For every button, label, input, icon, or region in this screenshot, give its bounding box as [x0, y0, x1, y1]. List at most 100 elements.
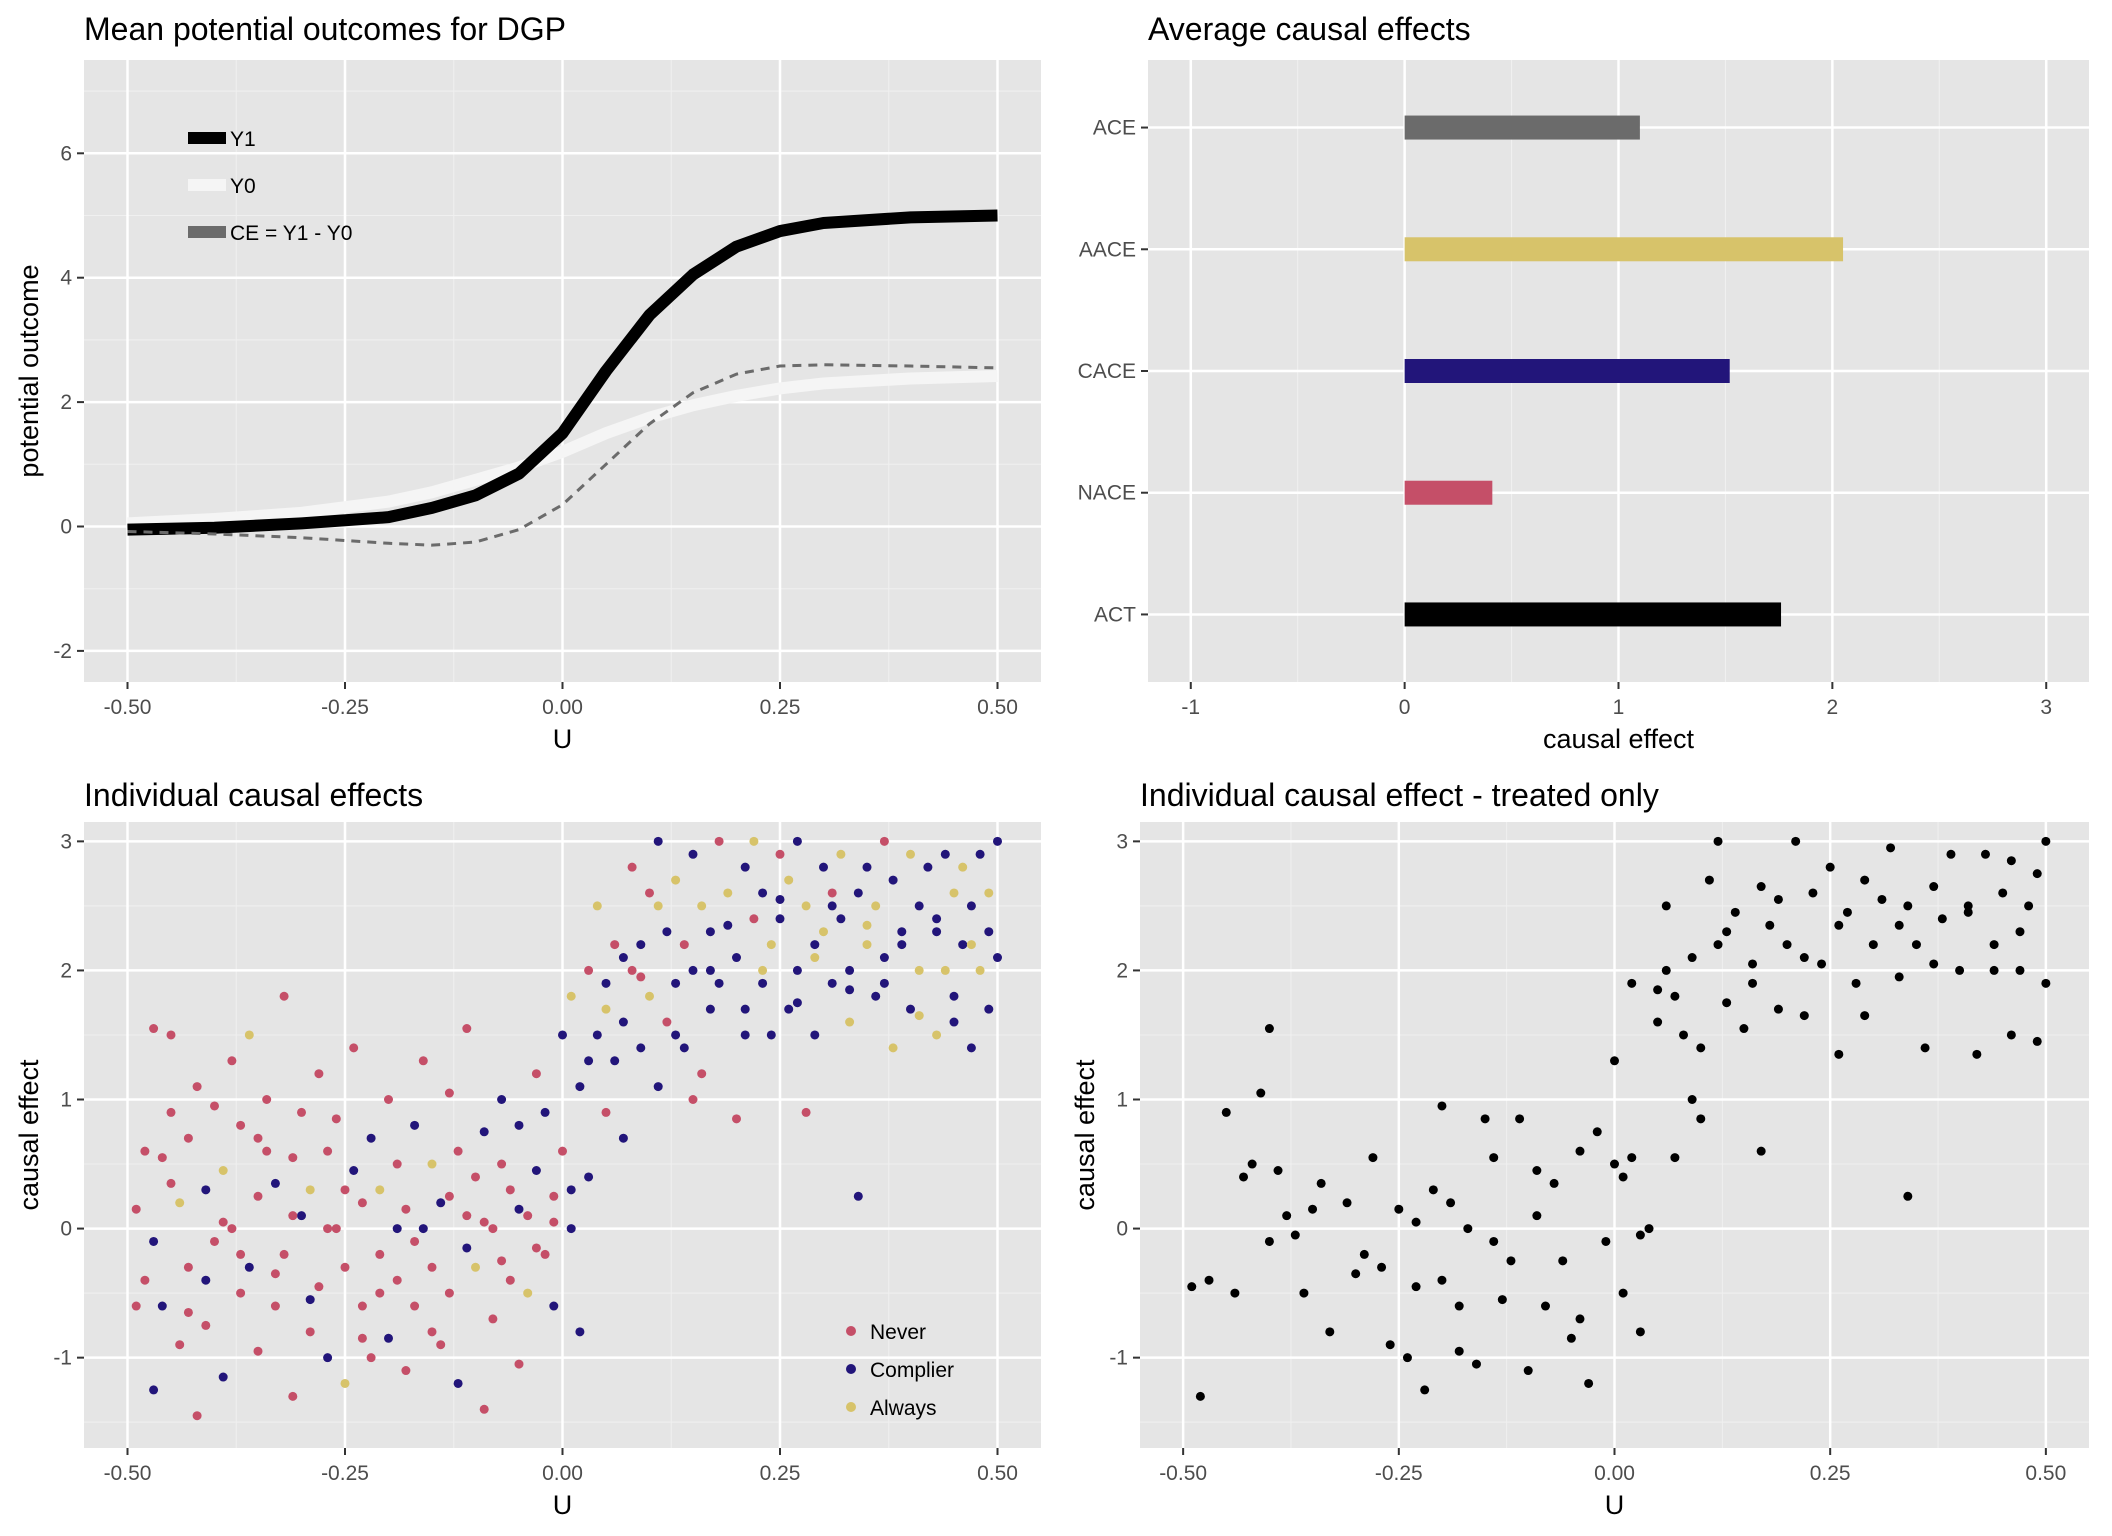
point: [1454, 1301, 1464, 1311]
point-complier: [932, 914, 942, 924]
point-never: [288, 1211, 298, 1221]
point-never: [175, 1340, 185, 1350]
point-never: [584, 965, 594, 975]
legend-label: Y0: [230, 175, 256, 198]
point-complier: [966, 901, 976, 911]
point-complier: [862, 862, 872, 872]
point-complier: [705, 927, 715, 937]
point: [1644, 1224, 1654, 1234]
x-tick-label: 0.50: [2025, 1462, 2066, 1485]
point-always: [862, 920, 872, 930]
point-complier: [827, 901, 837, 911]
point: [1989, 940, 1999, 950]
point-never: [444, 1288, 454, 1298]
point-complier: [601, 978, 611, 988]
point-complier: [853, 888, 863, 898]
y-tick-label: -2: [53, 640, 72, 663]
legend-label: Y1: [230, 128, 256, 151]
point: [2006, 856, 2016, 866]
point: [1730, 907, 1740, 917]
point: [1929, 959, 1939, 969]
point-never: [462, 1024, 472, 1034]
point: [1911, 940, 1921, 950]
point: [1679, 1030, 1689, 1040]
point: [1204, 1275, 1214, 1285]
point: [1532, 1211, 1542, 1221]
point-always: [906, 849, 915, 859]
point-never: [531, 1069, 541, 1079]
x-tick-label: 0.25: [1810, 1462, 1851, 1485]
point-complier: [653, 836, 663, 846]
point-complier: [549, 1301, 559, 1311]
point: [1851, 978, 1861, 988]
x-tick-label: -0.50: [104, 696, 152, 719]
point-complier: [218, 1372, 228, 1382]
point-always: [932, 1030, 942, 1040]
x-tick-label: -0.50: [1159, 1462, 1207, 1485]
point-complier: [966, 1043, 976, 1053]
point: [2032, 1036, 2042, 1046]
point: [1247, 1159, 1257, 1169]
point: [1471, 1359, 1481, 1369]
point: [1480, 1114, 1490, 1124]
point: [1799, 953, 1809, 963]
point-never: [505, 1185, 515, 1195]
point-never: [479, 1217, 489, 1227]
point-always: [975, 965, 985, 975]
point-never: [236, 1249, 246, 1259]
legend-key: [846, 1326, 856, 1336]
y-tick-label: NACE: [1078, 482, 1136, 505]
point-always: [914, 1011, 924, 1021]
point-complier: [566, 1185, 576, 1195]
point-never: [636, 972, 646, 982]
point-complier: [775, 894, 785, 904]
point-always: [801, 901, 811, 911]
x-axis-label: U: [1605, 1490, 1625, 1520]
point: [1713, 940, 1723, 950]
point-complier: [914, 901, 924, 911]
x-tick-label: -1: [1181, 696, 1200, 719]
point-complier: [758, 888, 768, 898]
point-never: [427, 1327, 437, 1337]
point: [1756, 882, 1766, 892]
point: [1825, 862, 1835, 872]
x-tick-label: -0.25: [321, 696, 369, 719]
point: [1420, 1385, 1430, 1395]
point-complier: [836, 914, 846, 924]
panel-title: Average causal effects: [1148, 11, 1471, 47]
point-never: [558, 1146, 567, 1156]
point-always: [427, 1159, 437, 1169]
point: [1989, 965, 1999, 975]
point-always: [888, 1043, 898, 1053]
point-complier: [201, 1185, 211, 1195]
point: [1515, 1114, 1525, 1124]
x-tick-label: 0.25: [760, 696, 801, 719]
point: [1264, 1024, 1274, 1034]
point: [1748, 978, 1758, 988]
series-line-y1: [127, 209, 998, 536]
point-complier: [732, 953, 741, 963]
point: [1627, 978, 1637, 988]
point-complier: [305, 1295, 315, 1305]
point: [1575, 1314, 1585, 1324]
point: [2006, 1030, 2016, 1040]
point-never: [149, 1024, 159, 1034]
point-complier: [514, 1120, 524, 1130]
point: [2024, 901, 2034, 911]
point-never: [157, 1153, 167, 1163]
y-tick-label: -1: [1109, 1347, 1128, 1370]
point: [1351, 1269, 1361, 1279]
point-never: [227, 1056, 237, 1066]
point: [1566, 1333, 1576, 1343]
y-tick-label: 0: [60, 1218, 72, 1241]
point-always: [340, 1378, 350, 1388]
point-never: [288, 1153, 298, 1163]
point-never: [357, 1198, 367, 1208]
point-never: [210, 1101, 219, 1111]
point: [1903, 1191, 1913, 1201]
point: [1808, 888, 1818, 898]
point-complier: [845, 985, 855, 995]
point-always: [645, 991, 654, 1001]
point: [1437, 1275, 1447, 1285]
